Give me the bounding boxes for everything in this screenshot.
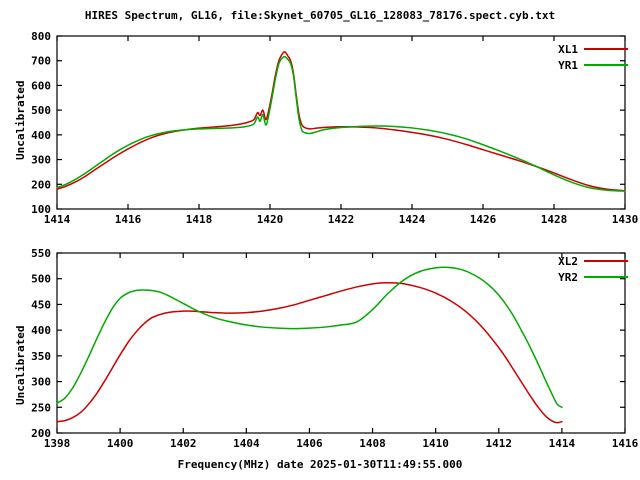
svg-text:700: 700: [31, 55, 51, 68]
svg-text:1414: 1414: [549, 437, 576, 450]
legend-item-yr2: YR2: [520, 269, 628, 285]
svg-text:1428: 1428: [541, 213, 568, 226]
top-y-axis-title: Uncalibrated: [14, 80, 27, 160]
svg-text:300: 300: [31, 376, 51, 389]
svg-text:1412: 1412: [486, 437, 513, 450]
svg-text:200: 200: [31, 427, 51, 440]
svg-text:1416: 1416: [115, 213, 142, 226]
legend-swatch-xl1: [584, 48, 628, 50]
legend-label-xl1: XL1: [558, 42, 578, 56]
svg-text:1424: 1424: [399, 213, 426, 226]
legend-swatch-yr2: [584, 276, 628, 278]
svg-text:1406: 1406: [296, 437, 323, 450]
svg-text:1408: 1408: [359, 437, 386, 450]
svg-text:1416: 1416: [612, 437, 639, 450]
svg-text:1430: 1430: [612, 213, 639, 226]
top-plot-panel: Uncalibrated 1414 1416 1418 1420 1422 1424 142…: [0, 0, 640, 235]
svg-text:1404: 1404: [233, 437, 260, 450]
svg-text:200: 200: [31, 178, 51, 191]
svg-text:1400: 1400: [107, 437, 134, 450]
top-legend: XL1 YR1: [520, 41, 628, 73]
svg-text:600: 600: [31, 79, 51, 92]
bottom-plot-panel: Uncalibrated 1398 1400 1402 1404 1406 1408 141…: [0, 235, 640, 480]
page-title: HIRES Spectrum, GL16, file:Skynet_60705_…: [84, 9, 556, 22]
svg-text:1420: 1420: [257, 213, 284, 226]
x-axis-title: Frequency(MHz) date 2025-01-30T11:49:55.…: [177, 458, 463, 471]
legend-label-xl2: XL2: [558, 254, 578, 268]
legend-item-yr1: YR1: [520, 57, 628, 73]
svg-text:550: 550: [31, 247, 51, 260]
svg-text:400: 400: [31, 129, 51, 142]
bottom-y-axis-title: Uncalibrated: [14, 325, 27, 405]
svg-text:400: 400: [31, 324, 51, 337]
svg-text:100: 100: [31, 203, 51, 216]
legend-swatch-yr1: [584, 64, 628, 66]
svg-text:800: 800: [31, 30, 51, 43]
svg-text:1410: 1410: [422, 437, 449, 450]
bottom-legend: XL2 YR2: [520, 253, 628, 285]
legend-item-xl1: XL1: [520, 41, 628, 57]
svg-text:450: 450: [31, 298, 51, 311]
svg-text:300: 300: [31, 154, 51, 167]
svg-text:500: 500: [31, 104, 51, 117]
top-plot-canvas: 1414 1416 1418 1420 1422 1424 1426 1428 1430 100 2…: [31, 30, 639, 226]
legend-label-yr2: YR2: [558, 270, 578, 284]
svg-text:1398: 1398: [44, 437, 71, 450]
svg-text:1418: 1418: [186, 213, 213, 226]
svg-text:350: 350: [31, 350, 51, 363]
legend-label-yr1: YR1: [558, 58, 578, 72]
svg-text:1426: 1426: [470, 213, 497, 226]
svg-text:1422: 1422: [328, 213, 355, 226]
svg-text:1414: 1414: [44, 213, 71, 226]
svg-text:1402: 1402: [170, 437, 197, 450]
bottom-plot-canvas: 1398 1400 1402 1404 1406 1408 1410 1412 1414 1416…: [31, 247, 639, 450]
svg-text:250: 250: [31, 401, 51, 414]
legend-item-xl2: XL2: [520, 253, 628, 269]
legend-swatch-xl2: [584, 260, 628, 262]
svg-text:500: 500: [31, 273, 51, 286]
